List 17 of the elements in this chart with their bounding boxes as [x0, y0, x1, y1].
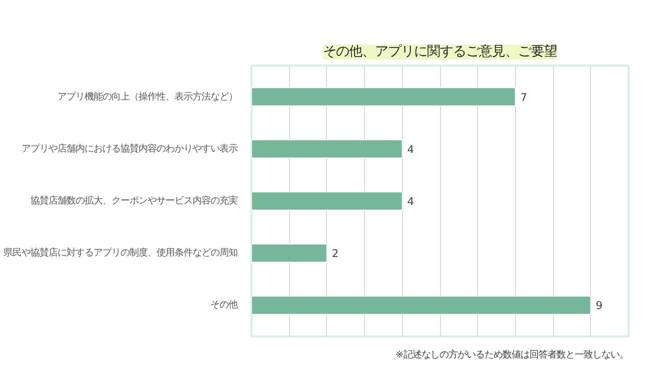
data-label: 7 — [520, 90, 528, 104]
bar — [252, 296, 592, 315]
text: ※記述なしの方がいるため数値は回答者数と一致しない。 — [396, 350, 629, 360]
y-tick-label: アプリや店舗内における協賛内容のわかりやすい表示 — [22, 143, 238, 154]
y-tick-label: アプリ機能の向上（操作性、表示方法など） — [58, 91, 238, 102]
bar — [252, 243, 328, 263]
data-label: 4 — [407, 142, 414, 156]
y-tick-label: 協賛店舗数の拡大、クーポンやサービス内容の充実 — [30, 196, 238, 206]
data-label: 2 — [332, 247, 339, 260]
chart-title: その他、アプリに関するご意見、ご要望 — [323, 44, 557, 60]
y-tick-label: その他 — [210, 300, 238, 311]
y-tick-label: 県民や協賛店に対するアプリの制度、使用条件などの周知 — [4, 248, 238, 259]
bar — [252, 87, 516, 106]
bar — [252, 139, 403, 159]
data-label: 4 — [407, 195, 414, 208]
bar — [252, 191, 403, 211]
data-label: 9 — [596, 299, 603, 312]
